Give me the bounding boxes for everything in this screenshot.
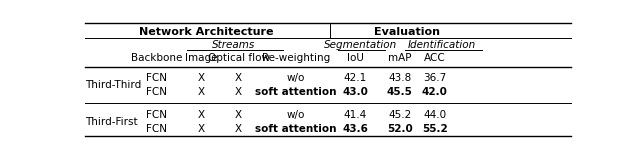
Text: X: X xyxy=(235,124,243,134)
Text: 43.8: 43.8 xyxy=(388,73,412,83)
Text: X: X xyxy=(198,110,205,120)
Text: soft attention: soft attention xyxy=(255,87,337,97)
Text: FCN: FCN xyxy=(147,124,168,134)
Text: Third-Third: Third-Third xyxy=(85,80,141,90)
Text: soft attention: soft attention xyxy=(255,124,337,134)
Text: IoU: IoU xyxy=(347,53,364,63)
Text: ACC: ACC xyxy=(424,53,445,63)
Text: 36.7: 36.7 xyxy=(423,73,446,83)
Text: 55.2: 55.2 xyxy=(422,124,447,134)
Text: 42.1: 42.1 xyxy=(344,73,367,83)
Text: 45.5: 45.5 xyxy=(387,87,413,97)
Text: X: X xyxy=(235,73,243,83)
Text: Third-First: Third-First xyxy=(85,117,138,127)
Text: Segmentation: Segmentation xyxy=(324,40,397,50)
Text: Re-weighting: Re-weighting xyxy=(262,53,330,63)
Text: w/o: w/o xyxy=(287,73,305,83)
Text: Optical flow: Optical flow xyxy=(208,53,269,63)
Text: Backbone: Backbone xyxy=(131,53,182,63)
Text: 44.0: 44.0 xyxy=(423,110,446,120)
Text: FCN: FCN xyxy=(147,73,168,83)
Text: X: X xyxy=(235,110,243,120)
Text: X: X xyxy=(198,87,205,97)
Text: X: X xyxy=(198,73,205,83)
Text: X: X xyxy=(198,124,205,134)
Text: 42.0: 42.0 xyxy=(422,87,447,97)
Text: w/o: w/o xyxy=(287,110,305,120)
Text: Streams: Streams xyxy=(212,40,255,50)
Text: Identification: Identification xyxy=(408,40,476,50)
Text: Evaluation: Evaluation xyxy=(374,27,440,37)
Text: Image: Image xyxy=(185,53,218,63)
Text: 45.2: 45.2 xyxy=(388,110,412,120)
Text: X: X xyxy=(235,87,243,97)
Text: FCN: FCN xyxy=(147,110,168,120)
Text: 52.0: 52.0 xyxy=(387,124,413,134)
Text: FCN: FCN xyxy=(147,87,168,97)
Text: mAP: mAP xyxy=(388,53,412,63)
Text: Network Architecture: Network Architecture xyxy=(140,27,274,37)
Text: 43.6: 43.6 xyxy=(342,124,368,134)
Text: 43.0: 43.0 xyxy=(342,87,368,97)
Text: 41.4: 41.4 xyxy=(344,110,367,120)
